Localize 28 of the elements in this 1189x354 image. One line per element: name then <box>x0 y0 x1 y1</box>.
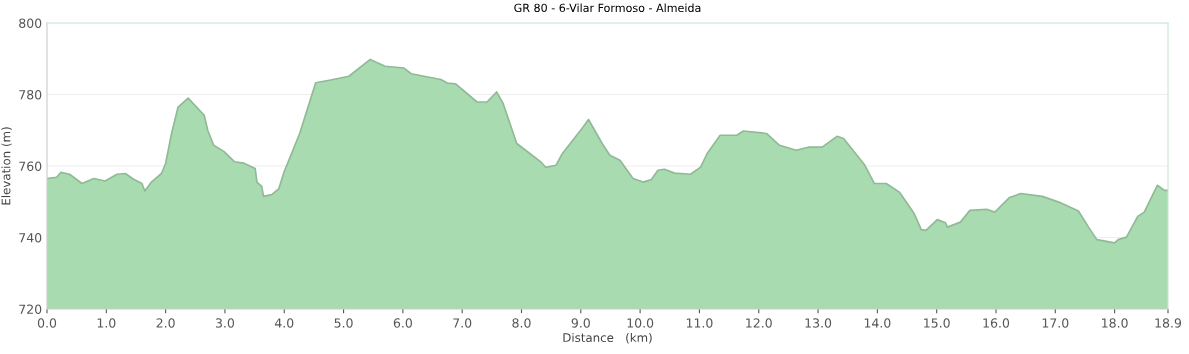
x-tick-label: 1.0 <box>97 318 116 328</box>
x-tick-label: 4.0 <box>274 318 294 328</box>
x-tick-label: 3.0 <box>215 318 235 328</box>
y-tick-label: 740 <box>19 232 42 243</box>
x-tick-label: 7.0 <box>453 318 472 328</box>
x-tick-label: 18.0 <box>1102 318 1128 328</box>
y-axis-title: Elevation (m) <box>1 127 12 205</box>
x-tick-label: 5.0 <box>334 318 353 328</box>
x-tick-label: 11.0 <box>686 318 713 328</box>
x-tick-label: 16.0 <box>983 318 1010 328</box>
chart-title: GR 80 - 6-Vilar Formoso - Almeida <box>514 3 701 13</box>
x-tick-label: 9.0 <box>571 318 590 328</box>
x-tick-label: 12.0 <box>746 318 772 328</box>
x-tick-label: 10.0 <box>627 318 654 328</box>
x-tick-label: 8.0 <box>512 318 531 328</box>
x-tick-label: 18.9 <box>1155 318 1182 328</box>
y-tick-label: 780 <box>19 89 42 100</box>
x-tick-label: 6.0 <box>393 318 412 328</box>
x-tick-label: 15.0 <box>924 318 950 328</box>
y-tick-label: 720 <box>19 304 42 314</box>
y-tick-label: 760 <box>19 161 42 171</box>
y-tick-label: 800 <box>19 18 42 28</box>
x-tick-label: 2.0 <box>156 318 175 328</box>
x-tick-label: 0.0 <box>37 318 57 328</box>
x-tick-label: 13.0 <box>805 318 832 328</box>
x-tick-label: 17.0 <box>1042 318 1069 328</box>
x-tick-label: 14.0 <box>864 318 891 328</box>
x-axis-title: Distance (km) <box>563 332 652 344</box>
